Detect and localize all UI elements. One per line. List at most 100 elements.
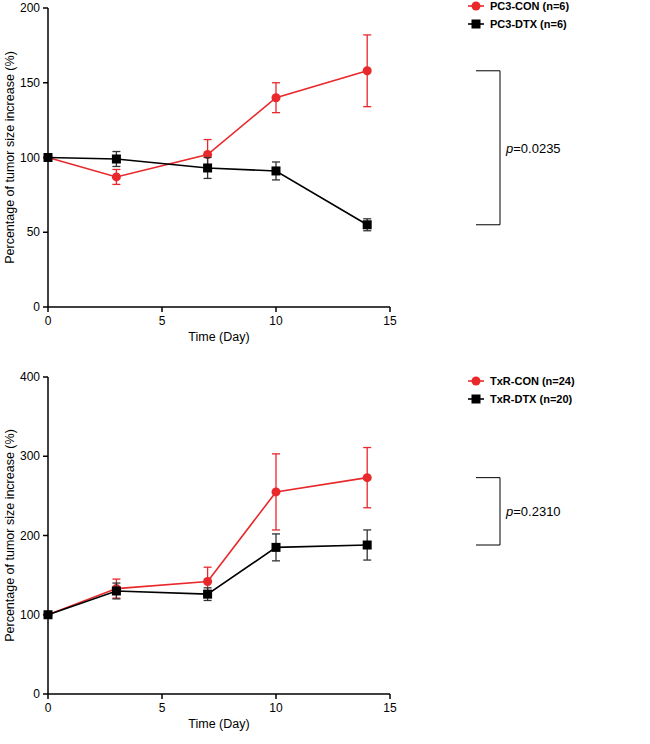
annotation-part: p [505, 141, 513, 156]
y-axis-label: Percentage of tumor size increase (%) [3, 51, 17, 264]
error-bar [272, 534, 280, 561]
y-tick [43, 7, 48, 9]
error-bar [272, 454, 280, 530]
x-tick-label: 10 [269, 701, 283, 715]
y-tick-label: 300 [20, 449, 40, 463]
series-line [48, 158, 367, 225]
x-tick-label: 0 [45, 314, 52, 328]
legend-marker [472, 377, 481, 386]
data-point [44, 153, 53, 162]
error-cap [272, 161, 280, 162]
x-tick [275, 694, 277, 699]
data-point [272, 166, 281, 175]
error-bar [112, 169, 120, 184]
series-line [48, 545, 367, 615]
data-point [272, 543, 281, 552]
error-bar [363, 219, 371, 231]
plot-area [44, 35, 372, 231]
x-axis [48, 306, 390, 308]
data-point [272, 93, 281, 102]
data-point [203, 590, 212, 599]
error-cap [272, 533, 280, 534]
legend-label: TxR-DTX (n=20) [490, 393, 573, 405]
annotation-part: =0.0235 [513, 141, 560, 156]
legend: TxR-CON (n=24)TxR-DTX (n=20) [468, 375, 575, 405]
error-cap [204, 139, 212, 140]
annotation: p=0.0235 [505, 141, 561, 156]
error-cap [204, 587, 212, 588]
error-bar [363, 530, 371, 560]
y-tick [43, 232, 48, 234]
y-axis-label: Percentage of tumor size increase (%) [3, 429, 17, 642]
data-point [44, 153, 53, 162]
error-cap [204, 178, 212, 179]
error-cap [363, 34, 371, 35]
x-tick-label: 10 [269, 314, 283, 328]
y-tick [43, 456, 48, 458]
error-cap [204, 600, 212, 601]
legend-label: PC3-CON (n=6) [490, 0, 569, 12]
significance-bracket: p=0.0235 [476, 71, 561, 225]
y-tick-label: 0 [33, 300, 40, 314]
data-point [203, 150, 212, 159]
series-line [48, 478, 367, 615]
error-bar [204, 588, 212, 601]
error-cap [204, 567, 212, 568]
data-point [363, 473, 372, 482]
error-cap [112, 151, 120, 152]
y-tick-label: 0 [33, 687, 40, 701]
bracket [476, 478, 500, 545]
annotation: p=0.2310 [505, 504, 561, 519]
x-tick-label: 5 [159, 701, 166, 715]
data-point [112, 586, 121, 595]
error-bar [112, 152, 120, 167]
plot-area [44, 448, 372, 620]
y-tick-label: 50 [27, 225, 41, 239]
error-bar [272, 162, 280, 180]
error-cap [272, 179, 280, 180]
data-point [112, 154, 121, 163]
legend-marker [472, 2, 481, 11]
error-bar [272, 83, 280, 113]
error-cap [363, 230, 371, 231]
chart: 0510150100200300400Time (Day)Percentage … [3, 370, 575, 731]
error-cap [363, 559, 371, 560]
data-point [203, 577, 212, 586]
x-axis-label: Time (Day) [188, 717, 249, 731]
x-tick-label: 0 [45, 701, 52, 715]
error-bar [363, 35, 371, 107]
error-cap [363, 507, 371, 508]
error-bar [204, 158, 212, 179]
data-point [112, 172, 121, 181]
data-point [363, 66, 372, 75]
legend: PC3-CON (n=6) PC3-DTX (n=6) [468, 0, 569, 30]
error-cap [112, 169, 120, 170]
x-tick [161, 694, 163, 699]
data-point [203, 163, 212, 172]
y-tick [43, 376, 48, 378]
x-tick-label: 15 [383, 314, 397, 328]
error-cap [363, 106, 371, 107]
data-point [44, 610, 53, 619]
annotation-part: p [505, 504, 513, 519]
x-tick [161, 307, 163, 312]
x-tick [389, 307, 391, 312]
legend-label: PC3-DTX (n=6) [490, 18, 567, 30]
figure: 051015050100150200Time (Day)Percentage o… [0, 0, 650, 744]
data-point [44, 610, 53, 619]
x-tick-label: 15 [383, 701, 397, 715]
legend-marker [472, 20, 481, 29]
error-cap [363, 529, 371, 530]
y-tick [43, 693, 48, 695]
significance-bracket: p=0.2310 [476, 478, 561, 545]
error-cap [272, 82, 280, 83]
y-tick-label: 100 [20, 151, 40, 165]
error-cap [272, 112, 280, 113]
error-cap [363, 447, 371, 448]
error-cap [112, 582, 120, 583]
error-cap [112, 184, 120, 185]
y-tick [43, 82, 48, 84]
x-axis-label: Time (Day) [188, 330, 249, 344]
x-axis [48, 693, 390, 695]
error-cap [112, 598, 120, 599]
